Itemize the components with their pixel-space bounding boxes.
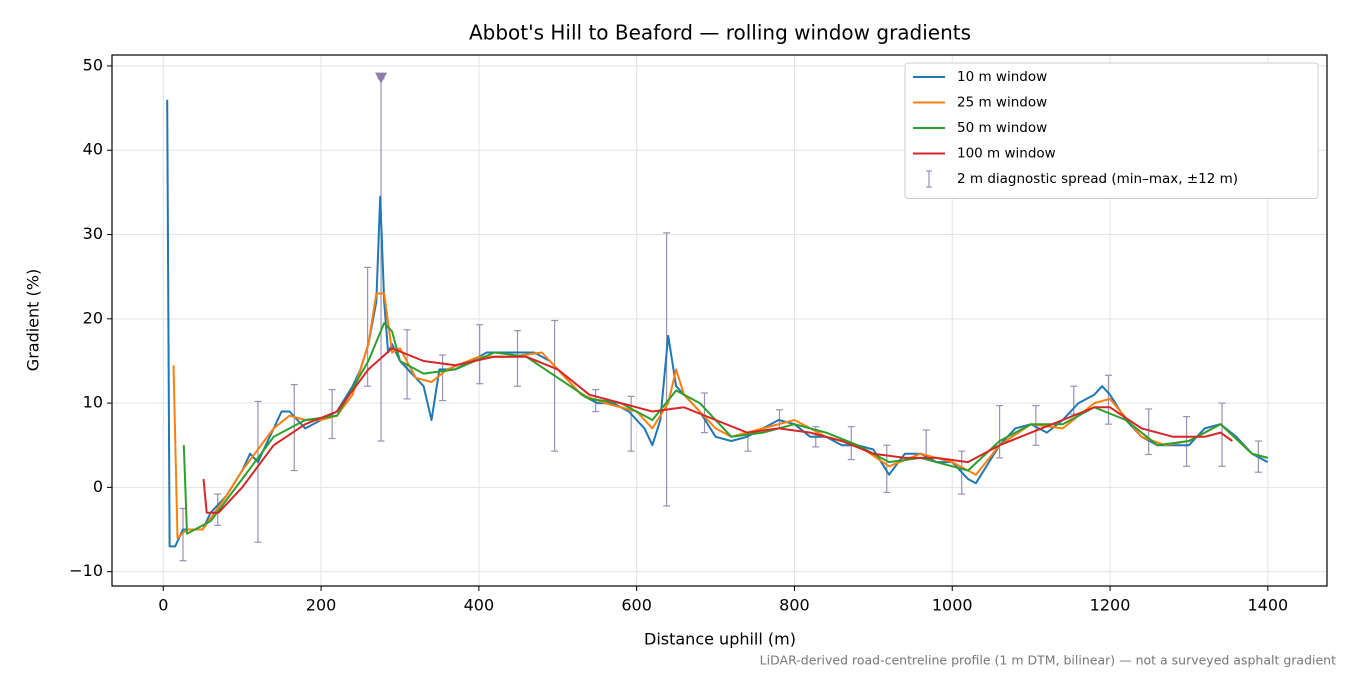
y-tick-label: 20 bbox=[83, 308, 103, 327]
x-tick-label: 0 bbox=[158, 596, 168, 615]
legend-label: 10 m window bbox=[957, 69, 1047, 85]
error-bar bbox=[663, 232, 671, 507]
y-tick-label: −10 bbox=[69, 561, 103, 580]
series-line bbox=[202, 347, 1233, 514]
error-bar bbox=[701, 392, 709, 434]
x-tick-label: 800 bbox=[779, 596, 810, 615]
x-tick-label: 600 bbox=[621, 596, 652, 615]
series-line bbox=[182, 322, 1269, 535]
error-bar bbox=[254, 400, 262, 543]
legend-box bbox=[904, 62, 1319, 199]
legend-label: 100 m window bbox=[957, 146, 1056, 162]
x-tick-label: 400 bbox=[464, 596, 495, 615]
error-bar bbox=[476, 324, 484, 385]
y-tick-label: 10 bbox=[83, 393, 103, 412]
x-tick-label: 1400 bbox=[1247, 596, 1288, 615]
y-tick-label: 40 bbox=[83, 140, 103, 159]
x-axis-label: Distance uphill (m) bbox=[644, 630, 796, 649]
y-tick-label: 30 bbox=[83, 224, 103, 243]
error-bar bbox=[364, 266, 372, 387]
error-bar bbox=[996, 405, 1004, 459]
series-line bbox=[166, 99, 1269, 548]
y-tick-label: 50 bbox=[83, 55, 103, 74]
y-axis-label: Gradient (%) bbox=[24, 269, 43, 371]
error-bar bbox=[514, 330, 522, 387]
legend-swatch bbox=[926, 170, 932, 188]
x-tick-label: 1000 bbox=[932, 596, 973, 615]
x-tick-label: 200 bbox=[306, 596, 337, 615]
legend-label: 50 m window bbox=[957, 120, 1047, 136]
chart-title: Abbot's Hill to Beaford — rolling window… bbox=[469, 21, 971, 45]
y-tick-label: 0 bbox=[93, 477, 103, 496]
plot-frame bbox=[111, 54, 1328, 587]
error-bar bbox=[290, 383, 298, 472]
error-bar bbox=[551, 319, 559, 452]
error-bar bbox=[1145, 408, 1153, 456]
legend-label: 25 m window bbox=[957, 95, 1047, 111]
error-bar bbox=[439, 354, 447, 402]
footnote: LiDAR-derived road-centreline profile (1… bbox=[760, 653, 1336, 668]
off-scale-marker bbox=[375, 72, 388, 84]
x-tick-label: 1200 bbox=[1090, 596, 1131, 615]
error-bar bbox=[883, 444, 891, 494]
legend-label: 2 m diagnostic spread (min–max, ±12 m) bbox=[957, 171, 1238, 187]
